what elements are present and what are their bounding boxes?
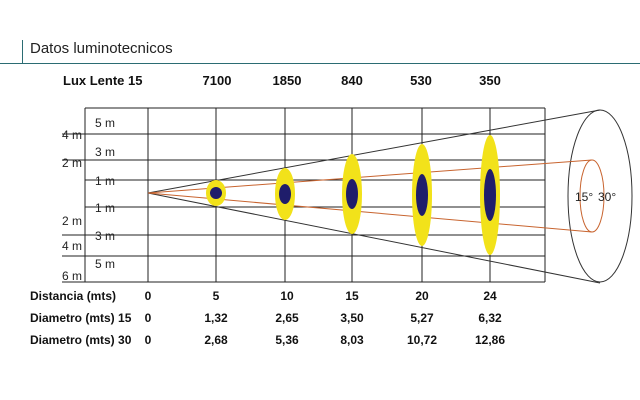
beam-spot-core xyxy=(484,169,496,221)
diametro-15-value: 1,32 xyxy=(204,311,228,325)
beam-spots xyxy=(206,135,500,255)
lux-value: 530 xyxy=(410,73,432,88)
beam-spot-core xyxy=(416,174,428,216)
diametro-15-value: 5,27 xyxy=(410,311,434,325)
cone-angle-labels: 15° 30° xyxy=(575,190,616,204)
outer-scale-label: 2 m xyxy=(62,156,82,170)
inner-scale-label: 3 m xyxy=(95,145,115,159)
diametro-30-value: 0 xyxy=(144,333,152,347)
outer-scale-label: 2 m xyxy=(62,214,82,228)
diametro-30-value: 2,68 xyxy=(204,333,228,347)
inner-scale-label: 1 m xyxy=(95,174,115,188)
diametro-15-value: 0 xyxy=(144,311,152,325)
lux-value: 1850 xyxy=(272,73,302,88)
distancia-value: 0 xyxy=(144,289,152,303)
distancia-value: 24 xyxy=(483,289,497,303)
diametro-30-value: 5,36 xyxy=(275,333,299,347)
diametro-15-value: 6,32 xyxy=(478,311,502,325)
beam-spot-core xyxy=(346,179,358,209)
diametro-15-value: 2,65 xyxy=(275,311,299,325)
outer-scale-label: 4 m xyxy=(62,239,82,253)
cone-edge-top xyxy=(147,109,601,194)
grid-lines xyxy=(84,107,546,283)
distancia-value: 10 xyxy=(280,289,294,303)
distancia-value: 20 xyxy=(415,289,429,303)
cone-edge-bottom xyxy=(147,192,601,284)
outer-scale-labels: 4 m 2 m 2 m 4 m 6 m xyxy=(62,128,82,283)
distancia-value: 15 xyxy=(345,289,359,303)
diametro-30-value: 8,03 xyxy=(340,333,364,347)
cone-angle-15: 15° xyxy=(575,190,593,204)
distancia-label: Distancia (mts) xyxy=(30,289,117,303)
beam-spot-core xyxy=(279,184,291,204)
title-bar: Datos luminotecnicos xyxy=(0,0,640,64)
lux-label: Lux Lente 15 xyxy=(63,73,143,88)
inner-scale-label: 3 m xyxy=(95,229,115,243)
outer-scale-label: 4 m xyxy=(62,128,82,142)
title-divider-horizontal xyxy=(0,63,640,64)
diametro-30-value: 10,72 xyxy=(406,333,438,347)
inner-cone-end-ellipse xyxy=(579,159,605,233)
cone-end-ellipse xyxy=(567,109,633,283)
outer-ticks xyxy=(62,133,85,283)
lux-value: 840 xyxy=(341,73,363,88)
lux-value: 7100 xyxy=(202,73,232,88)
diametro-15-value: 3,50 xyxy=(340,311,364,325)
inner-scale-labels: 5 m 3 m 1 m 1 m 3 m 5 m xyxy=(95,116,115,271)
lux-row: Lux Lente 15 7100 1850 840 530 350 xyxy=(0,73,640,91)
diametro-30-value: 12,86 xyxy=(474,333,506,347)
outer-cone xyxy=(147,109,633,284)
distancia-value: 5 xyxy=(212,289,220,303)
title-divider-vertical xyxy=(22,40,23,64)
inner-scale-label: 5 m xyxy=(95,257,115,271)
cone-angle-30: 30° xyxy=(598,190,616,204)
inner-scale-label: 5 m xyxy=(95,116,115,130)
lux-value: 350 xyxy=(479,73,501,88)
inner-scale-label: 1 m xyxy=(95,201,115,215)
diametro-15-label: Diametro (mts) 15 xyxy=(30,311,132,325)
diametro-30-label: Diametro (mts) 30 xyxy=(30,333,132,347)
page-title: Datos luminotecnicos xyxy=(30,40,173,57)
beam-spot-core xyxy=(210,187,222,199)
outer-scale-label: 6 m xyxy=(62,269,82,283)
